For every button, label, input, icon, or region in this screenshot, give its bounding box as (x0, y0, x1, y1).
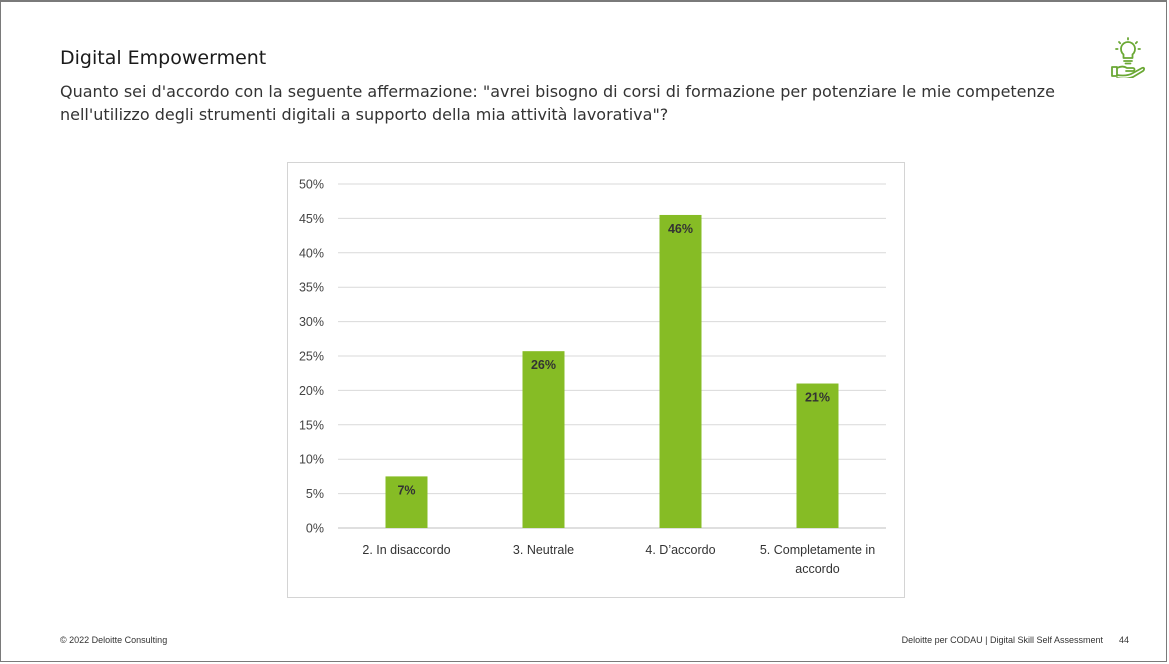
data-label: 26% (531, 358, 556, 372)
x-tick-label: 4. D’accordo (645, 543, 715, 557)
bar (522, 351, 565, 528)
data-label: 46% (668, 222, 693, 236)
y-tick-label: 35% (299, 281, 324, 295)
y-tick-label: 25% (299, 350, 324, 364)
y-tick-label: 30% (299, 315, 324, 329)
footer-copyright: © 2022 Deloitte Consulting (60, 635, 168, 645)
x-tick-label: 3. Neutrale (513, 543, 574, 557)
data-label: 7% (397, 483, 415, 497)
bar-chart-canvas: 0% 5% 10% 15% 20% 25% 30% 35% 40% 45% 50% 7% 2. In d… (299, 178, 886, 576)
y-tick-label: 45% (299, 212, 324, 226)
bar-chart: 0% 5% 10% 15% 20% 25% 30% 35% 40% 45% 50% 7% 2. In d… (287, 162, 905, 598)
page-number: 44 (1118, 635, 1129, 645)
y-tick-label: 50% (299, 178, 324, 192)
footer-source: Deloitte per CODAU | Digital Skill Self … (902, 635, 1129, 645)
y-tick-label: 20% (299, 384, 324, 398)
data-label: 21% (805, 391, 830, 405)
y-tick-label: 5% (306, 487, 324, 501)
x-tick-label: 5. Completamente in accordo (760, 543, 875, 576)
y-tick-label: 40% (299, 246, 324, 260)
slide-title: Digital Empowerment (60, 47, 267, 69)
y-tick-label: 0% (306, 522, 324, 536)
survey-question: Quanto sei d'accordo con la seguente aff… (60, 82, 1055, 124)
x-tick-label: 2. In disaccordo (362, 543, 450, 557)
y-tick-label: 10% (299, 453, 324, 467)
lightbulb-hand-icon (1111, 37, 1145, 78)
bar (659, 214, 702, 528)
y-tick-label: 15% (299, 418, 324, 432)
footer-source-text: Deloitte per CODAU | Digital Skill Self … (901, 635, 1103, 645)
bar (385, 476, 428, 528)
bar (796, 383, 839, 528)
